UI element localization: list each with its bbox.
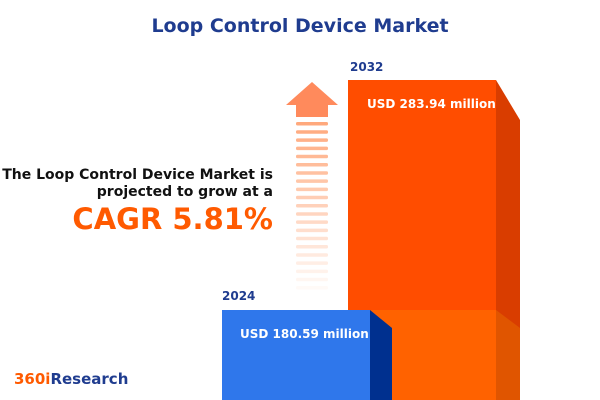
value-label-2032: USD 283.94 million: [367, 97, 496, 111]
arrow-stripe: [296, 261, 328, 265]
arrow-stripe: [296, 179, 328, 183]
chart-title: Loop Control Device Market: [151, 15, 449, 37]
value-label-2024: USD 180.59 million: [240, 327, 369, 341]
cagr-value: CAGR 5.81%: [72, 202, 273, 236]
arrow-stripe: [296, 245, 328, 249]
description-line-2: projected to grow at a: [96, 184, 273, 200]
arrow-stripe: [296, 212, 328, 216]
year-label-2032: 2032: [350, 60, 384, 74]
arrow-stripe: [296, 220, 328, 224]
arrow-stripe: [296, 269, 328, 274]
arrow-stripe: [296, 195, 328, 200]
description-line-1: The Loop Control Device Market is: [2, 167, 273, 183]
arrow-stripe: [296, 236, 328, 241]
arrow-stripe: [296, 204, 328, 208]
arrow-stripe: [296, 228, 328, 233]
bar-2032-lower-side: [496, 310, 520, 400]
growth-arrow-icon: [286, 82, 338, 290]
arrow-stripe: [296, 286, 328, 290]
bar-2024: [222, 310, 370, 400]
arrow-stripe: [296, 253, 328, 257]
logo: 360iResearch: [14, 370, 128, 388]
arrow-stripe: [296, 171, 328, 175]
description: The Loop Control Device Market is projec…: [2, 167, 273, 201]
arrow-stripe: [296, 187, 328, 192]
year-label-2024: 2024: [222, 289, 256, 303]
arrow-stripe: [296, 122, 328, 126]
arrow-stripe: [296, 154, 328, 159]
arrow-head: [286, 82, 338, 117]
arrow-stripe: [296, 130, 328, 134]
logo-part-1: 360i: [14, 370, 51, 388]
arrow-stripe: [296, 163, 328, 167]
arrow-stripe: [296, 138, 328, 142]
arrow-stripe: [296, 146, 328, 151]
logo-part-2: Research: [50, 370, 129, 388]
bar-2024-side: [370, 310, 392, 400]
arrow-stripe: [296, 277, 328, 282]
